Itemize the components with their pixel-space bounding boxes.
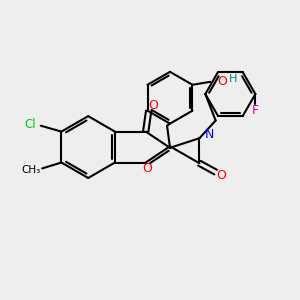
Text: O: O: [216, 169, 226, 182]
Text: H: H: [229, 74, 238, 85]
Text: O: O: [148, 99, 158, 112]
Text: CH₃: CH₃: [21, 165, 41, 175]
Text: N: N: [205, 128, 214, 141]
Text: F: F: [252, 104, 259, 117]
Text: O: O: [142, 163, 152, 176]
Text: Cl: Cl: [25, 118, 36, 131]
Text: O: O: [218, 75, 227, 88]
